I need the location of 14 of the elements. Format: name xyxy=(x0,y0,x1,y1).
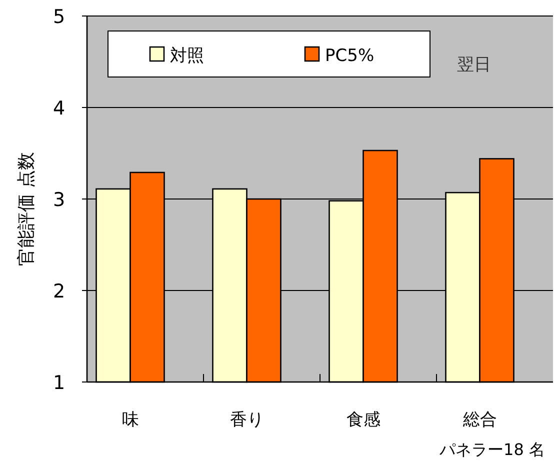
y-axis-title: 官能評価 点数 xyxy=(16,152,37,266)
x-tick-label: 香り xyxy=(230,410,264,430)
x-tick-label: 食感 xyxy=(346,410,380,430)
y-tick-label: 2 xyxy=(52,280,66,302)
y-tick-label: 3 xyxy=(52,189,66,211)
y-tick-label: 4 xyxy=(52,98,66,120)
annotation: 翌日 xyxy=(457,55,491,75)
x-tick-label: 総合 xyxy=(462,410,497,430)
y-tick-label: 5 xyxy=(52,6,66,28)
legend-label: PC5% xyxy=(325,46,374,66)
y-tick-label: 1 xyxy=(52,372,66,394)
text: パネラー18 名 xyxy=(438,440,545,459)
legend-label: 対照 xyxy=(170,46,204,66)
x-tick-label: 味 xyxy=(122,410,139,430)
